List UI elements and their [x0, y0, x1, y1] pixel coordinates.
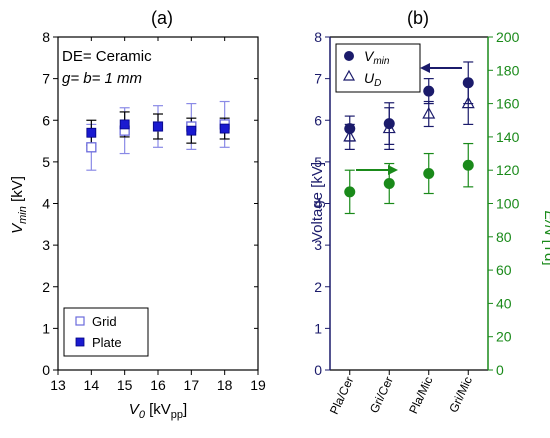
panel-a-x-tick-label: 15: [117, 377, 133, 393]
panel-a-y-tick-label: 7: [42, 71, 50, 87]
panel-a-y-tick-label: 0: [42, 362, 50, 378]
panel-b-y-tick-label: 7: [314, 71, 322, 87]
panel-b-y2-tick-label: 60: [496, 262, 512, 278]
point-plate: [186, 125, 197, 136]
panel-a-y-axis-title: Vmin [kV]: [9, 176, 29, 234]
panel-a-legend-box: [63, 307, 149, 357]
panel-b-y-tick-label: 3: [314, 237, 322, 253]
panel-b-y2-tick-label: 80: [496, 229, 512, 245]
arrow-to-left-axis: [420, 63, 462, 73]
point-en: [383, 178, 395, 190]
panel-b-y-tick-label: 5: [314, 154, 322, 170]
legend-vmin-marker: [344, 51, 354, 61]
point-vmin: [344, 123, 356, 135]
panel-a-y-tick-label: 8: [42, 29, 50, 45]
panel-a-label: (a): [151, 8, 173, 28]
point-ud: [343, 129, 357, 142]
panel-a-y-tick-label: 6: [42, 112, 50, 128]
panel-a-annotation-gap: g= b= 1 mm: [62, 70, 142, 87]
legend-ud-marker: [342, 69, 356, 81]
legend-vmin-label: Vmin: [364, 48, 390, 67]
panel-a-x-axis-title: V0 [kVpp]: [129, 401, 187, 421]
panel-a-annotation-material: DE= Ceramic: [62, 48, 152, 65]
panel-b-y-tick-label: 0: [314, 362, 322, 378]
point-plate: [86, 127, 97, 138]
arrow-to-right-axis: [356, 165, 398, 175]
point-vmin: [462, 77, 474, 89]
panel-b-y2-axis-title: E/N [Td]: [541, 210, 550, 265]
panel-a-plot: 0 1 2 3 4 5 6 7 8 13 14 15 16 17 18 19: [42, 29, 266, 393]
point-ud: [461, 96, 475, 109]
point-plate: [153, 121, 163, 132]
panel-b-y2-tick-label: 120: [496, 162, 520, 178]
panel-b-y2-tick-label: 100: [496, 196, 520, 212]
panel-b-y-tick-label: 2: [314, 279, 322, 295]
legend-plate-marker: [75, 337, 85, 347]
panel-b-y2-tick-label: 40: [496, 295, 512, 311]
panel-b-y2-tick-label: 180: [496, 62, 520, 78]
panel-b-y2-tick-label: 20: [496, 329, 512, 345]
legend-plate-label: Plate: [92, 335, 122, 350]
panel-a-y-tick-label: 2: [42, 279, 50, 295]
panel-a-x-tick-label: 19: [250, 377, 266, 393]
panel-b-y-axis-title: Voltage [kV]: [309, 162, 326, 242]
legend-grid-label: Grid: [92, 314, 117, 329]
point-ud: [382, 121, 396, 134]
panel-a-x-tick-label: 16: [150, 377, 166, 393]
point-vmin: [423, 85, 435, 97]
panel-b-y2-tick-label: 200: [496, 29, 520, 45]
panel-a-x-tick-label: 13: [50, 377, 66, 393]
panel-b-y-tick-label: 8: [314, 29, 322, 45]
panel-a-y-tick-label: 1: [42, 320, 50, 336]
point-ud: [422, 106, 436, 119]
legend-grid-marker: [75, 316, 85, 326]
panel-a-y-tick-label: 5: [42, 154, 50, 170]
panel-b-y2-tick-label: 140: [496, 129, 520, 145]
panel-b-y-tick-label: 1: [314, 320, 322, 336]
panel-b-y2-tick-label: 0: [496, 362, 504, 378]
panel-a-x-tick-label: 14: [84, 377, 100, 393]
legend-ud-label: UD: [364, 70, 381, 89]
panel-b-y-tick-label: 4: [314, 196, 322, 212]
point-plate: [119, 119, 130, 130]
point-en: [344, 186, 356, 198]
panel-a-x-tick-label: 17: [184, 377, 200, 393]
point-plate: [219, 123, 230, 134]
point-en: [462, 159, 474, 171]
point-en: [423, 168, 435, 180]
point-grid: [86, 142, 97, 153]
panel-b-y2-tick-label: 160: [496, 96, 520, 112]
panel-a-y-tick-label: 4: [42, 196, 50, 212]
panel-a-y-tick-label: 3: [42, 237, 50, 253]
panel-a-x-tick-label: 18: [217, 377, 233, 393]
panel-b-label: (b): [407, 8, 429, 28]
panel-b-y-tick-label: 6: [314, 112, 322, 128]
